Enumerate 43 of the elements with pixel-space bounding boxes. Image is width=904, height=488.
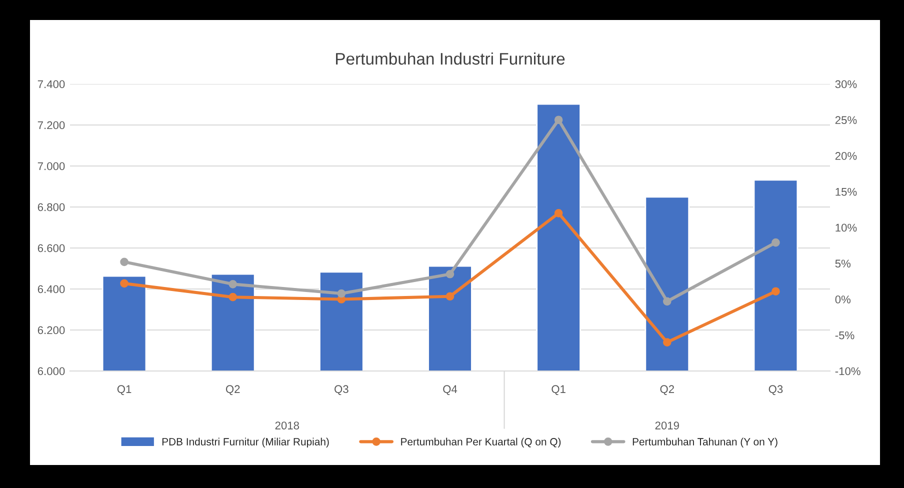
y-tick-label: 7.200 <box>38 121 65 130</box>
point <box>772 287 780 296</box>
y-tick-label: 7.400 <box>38 80 65 88</box>
y2-tick-label: -5% <box>835 331 854 340</box>
x-tick-label: Q1 <box>117 385 132 396</box>
point <box>662 338 672 346</box>
x-tick-label: Q2 <box>660 385 674 396</box>
point <box>120 258 128 266</box>
x-tick-label: Q3 <box>768 385 783 396</box>
y2-tick-label: -10% <box>835 367 860 376</box>
y-tick-label: 6.200 <box>38 326 65 334</box>
y2-tick-label: 15% <box>836 188 857 196</box>
y2-tick-label: 5% <box>835 260 851 268</box>
y-tick-label: 7.000 <box>38 162 65 170</box>
chart-title: Pertumbuhan Industri Furniture <box>336 52 565 65</box>
point <box>554 116 563 124</box>
point <box>446 270 454 278</box>
y2-tick-label: 10% <box>836 224 857 232</box>
x-tick-label: Q3 <box>334 385 348 396</box>
legend-label: Pertumbuhan Per Kuartal (Q on Q) <box>401 438 561 448</box>
x-tick-label: Q4 <box>443 385 458 396</box>
point <box>120 279 128 288</box>
point <box>772 238 780 247</box>
point <box>228 280 238 288</box>
point <box>337 289 346 298</box>
point <box>228 292 238 302</box>
x-tick-label: Q1 <box>552 385 566 396</box>
y2-tick-label: 30% <box>835 80 857 88</box>
point <box>446 292 454 301</box>
text: 2019 <box>655 422 679 430</box>
legend-label: Pertumbuhan Tahunan (Y on Y) <box>632 438 778 448</box>
y-tick-label: 6.400 <box>38 285 65 294</box>
legend-label: PDB Industri Furnitur (Miliar Rupiah) <box>162 438 329 448</box>
y-tick-label: 6.000 <box>38 367 65 376</box>
x-tick-label: Q2 <box>226 385 240 396</box>
text: 2018 <box>275 422 300 430</box>
y-tick-label: 6.800 <box>38 203 65 212</box>
y-tick-label: 6.600 <box>38 244 65 252</box>
y2-tick-label: 0% <box>835 296 851 304</box>
y2-tick-label: 25% <box>835 116 857 124</box>
point <box>662 297 672 306</box>
y2-tick-label: 20% <box>835 152 857 160</box>
point <box>554 208 563 218</box>
